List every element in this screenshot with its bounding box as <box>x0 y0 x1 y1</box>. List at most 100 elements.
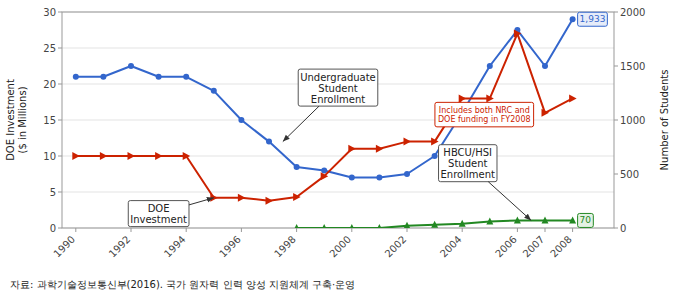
annotation-box <box>128 201 189 227</box>
x-tick <box>572 228 573 232</box>
point-marker <box>404 138 412 146</box>
x-tick <box>351 228 352 232</box>
x-tick-label: 2006 <box>493 234 519 260</box>
note-text: Includes both NRC andDOE funding in FY20… <box>438 105 531 124</box>
text-line: Number of Students <box>659 70 670 171</box>
x-tick-label: 2000 <box>327 234 353 260</box>
annotation-arrow <box>488 182 531 221</box>
y-tick <box>58 192 62 193</box>
point-marker <box>211 88 217 94</box>
text-line: Includes both NRC and <box>439 105 530 114</box>
point-marker <box>321 172 329 180</box>
x-tick-label: 2007 <box>521 234 547 260</box>
point-marker <box>100 152 108 160</box>
point-label-bg <box>578 12 608 26</box>
point-marker <box>348 145 356 153</box>
x-tick <box>75 228 76 232</box>
text-line: Enrollment <box>441 169 495 180</box>
x-tick-label: 2002 <box>383 234 409 260</box>
point-marker <box>156 74 162 80</box>
series-line <box>76 19 573 177</box>
x-tick-label: 2008 <box>548 234 574 260</box>
y-tick-label: 10 <box>43 151 56 162</box>
point-marker <box>72 152 80 160</box>
point-marker <box>294 164 300 170</box>
annotation-arrow <box>283 106 319 142</box>
point-label-bg <box>578 213 594 227</box>
point-marker <box>486 94 494 102</box>
x-tick <box>407 228 408 232</box>
point-marker <box>376 175 382 181</box>
y-tick <box>58 12 62 13</box>
text-line: Student <box>318 82 357 93</box>
y-tick <box>58 84 62 85</box>
point-marker <box>404 222 411 228</box>
point-marker <box>100 74 106 80</box>
point-label-box <box>578 213 594 227</box>
point-marker <box>348 224 355 228</box>
y-tick-label: 15 <box>43 115 56 126</box>
point-marker <box>542 63 548 69</box>
point-marker <box>459 220 466 227</box>
annotation-text: UndergraduateStudentEnrollment <box>300 71 376 104</box>
y-tick-label: 25 <box>43 43 56 54</box>
plot-frame <box>62 12 614 228</box>
point-marker <box>431 138 439 146</box>
y2-axis-label: Number of Students <box>659 70 670 171</box>
point-marker <box>183 74 189 80</box>
point-label-box <box>578 12 608 26</box>
x-tick-label: 1992 <box>107 234 133 260</box>
y2-tick-label: 1500 <box>620 61 645 72</box>
series-line <box>297 220 573 228</box>
x-tick <box>462 228 463 232</box>
text-line: Student <box>448 158 487 169</box>
text-line: HBCU/HSI <box>443 147 492 158</box>
point-marker <box>486 218 493 225</box>
source-text: 자료: 과학기술정보통신부(2016). 국가 원자력 인력 양성 지원체계 구… <box>10 279 355 290</box>
point-marker <box>321 224 328 228</box>
point-marker <box>570 16 576 22</box>
text-line: Enrollment <box>311 93 365 104</box>
point-marker <box>376 224 383 228</box>
point-marker <box>238 194 246 202</box>
x-tick-label: 1996 <box>217 234 243 260</box>
y-tick-label: 30 <box>43 7 56 18</box>
point-marker <box>73 74 79 80</box>
text-line: DOE Investment <box>5 79 16 161</box>
point-marker <box>293 224 300 228</box>
y2-tick-label: 2000 <box>620 7 645 18</box>
point-label: 1,933 <box>580 14 606 24</box>
y2-tick-label: 0 <box>620 223 626 234</box>
point-marker <box>183 152 191 160</box>
point-marker <box>210 194 218 202</box>
y2-tick <box>614 12 618 13</box>
y2-tick <box>614 174 618 175</box>
y-tick-label: 20 <box>43 79 56 90</box>
y2-tick <box>614 120 618 121</box>
point-marker <box>155 152 163 160</box>
point-marker <box>404 171 410 177</box>
x-tick-label: 1998 <box>272 234 298 260</box>
point-marker <box>542 216 549 223</box>
y-tick-label: 5 <box>50 187 56 198</box>
x-tick <box>186 228 187 232</box>
y-tick-label: 0 <box>50 223 56 234</box>
point-marker <box>569 216 576 223</box>
y-tick <box>58 120 62 121</box>
x-tick <box>131 228 132 232</box>
point-marker <box>128 63 134 69</box>
y-tick <box>58 156 62 157</box>
text-line: Investment <box>130 214 187 225</box>
series-group <box>72 16 576 228</box>
text-line: DOE <box>148 203 170 214</box>
x-tick <box>545 228 546 232</box>
x-tick-label: 1994 <box>162 234 188 260</box>
point-marker <box>432 153 438 159</box>
annotation-text: HBCU/HSIStudentEnrollment <box>441 147 495 180</box>
y2-tick <box>614 228 618 229</box>
x-tick-label: 2004 <box>438 234 464 260</box>
annotation-box <box>439 145 497 182</box>
note-box <box>435 102 534 127</box>
point-marker <box>293 193 301 201</box>
y-tick <box>58 228 62 229</box>
